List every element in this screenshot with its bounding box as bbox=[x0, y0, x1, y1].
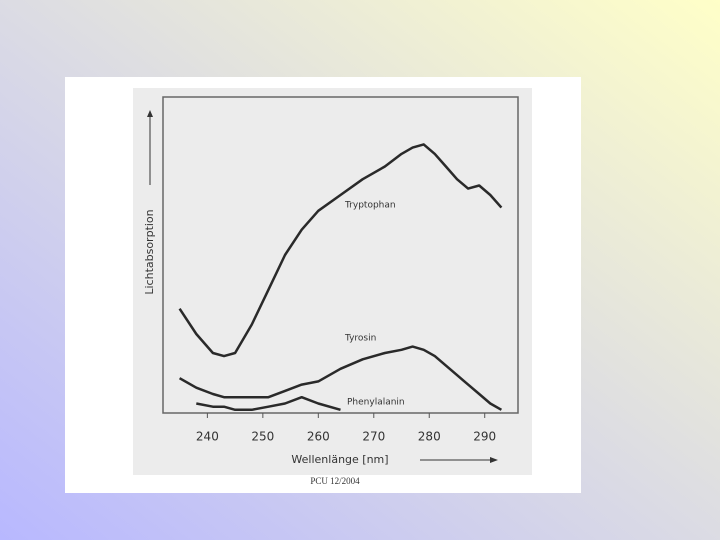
x-tick-label: 280 bbox=[418, 430, 441, 444]
x-tick-label: 250 bbox=[251, 430, 274, 444]
x-axis-label: Wellenlänge [nm] bbox=[291, 453, 388, 466]
series-label: Tyrosin bbox=[344, 334, 376, 344]
series-line bbox=[196, 395, 341, 412]
series-label: Phenylalanin bbox=[347, 398, 405, 408]
plot-background bbox=[133, 88, 532, 475]
series-line bbox=[178, 143, 503, 358]
series-line bbox=[178, 345, 503, 411]
y-arrow-head bbox=[147, 110, 153, 117]
y-axis-label: Lichtabsorption bbox=[143, 209, 156, 294]
x-arrow-head bbox=[490, 457, 498, 463]
x-tick-label: 290 bbox=[473, 430, 496, 444]
x-tick-label: 240 bbox=[196, 430, 219, 444]
plot-frame bbox=[162, 96, 519, 414]
x-tick-label: 260 bbox=[307, 430, 330, 444]
x-tick-label: 270 bbox=[362, 430, 385, 444]
series-label: Tryptophan bbox=[344, 201, 396, 211]
source-note: PCU 12/2004 bbox=[310, 476, 360, 486]
